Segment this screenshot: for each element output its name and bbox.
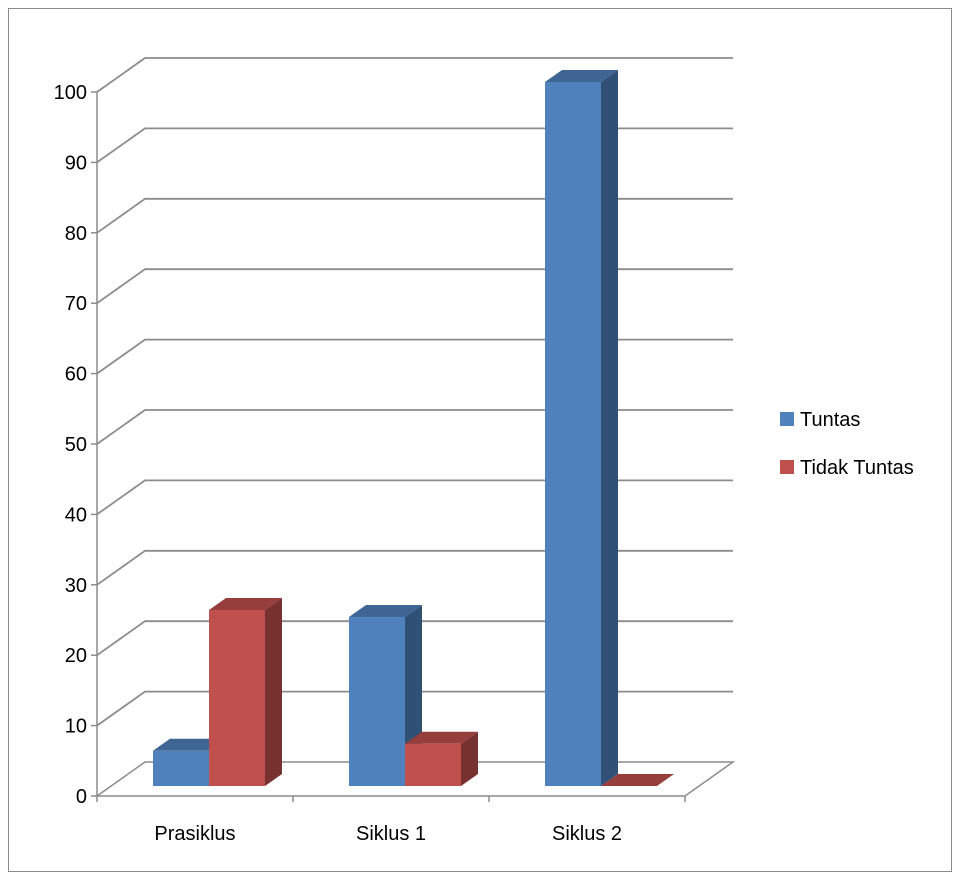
y-tick-label: 40 bbox=[65, 504, 87, 526]
gridline bbox=[96, 338, 733, 375]
bar-top-face bbox=[349, 605, 422, 618]
y-tick-label: 80 bbox=[65, 223, 87, 245]
legend-item: Tidak Tuntas bbox=[780, 457, 914, 479]
bar bbox=[209, 598, 282, 786]
gridlines bbox=[96, 57, 733, 727]
bar-top-face bbox=[601, 774, 674, 786]
axes bbox=[91, 91, 686, 802]
bar-front-face bbox=[349, 617, 405, 786]
y-tick-label: 20 bbox=[65, 645, 87, 667]
gridline bbox=[96, 57, 733, 93]
gridline bbox=[96, 690, 733, 727]
gridline bbox=[96, 409, 733, 445]
y-tick-label: 70 bbox=[65, 293, 87, 315]
y-tick-label: 90 bbox=[65, 152, 87, 174]
y-tick-label: 10 bbox=[65, 716, 87, 738]
legend-item: Tuntas bbox=[780, 409, 860, 431]
gridline bbox=[96, 620, 733, 656]
bar-side-face bbox=[461, 731, 478, 786]
x-tick-label: Siklus 1 bbox=[356, 823, 426, 845]
y-tick-label: 0 bbox=[76, 786, 87, 808]
bar-side-face bbox=[601, 70, 618, 786]
y-tick-label: 100 bbox=[54, 82, 87, 104]
bar-top-face bbox=[209, 598, 282, 610]
y-tick-labels: 0 10 20 30 40 50 60 70 80 90 100 bbox=[54, 82, 87, 808]
x-tick-label: Siklus 2 bbox=[552, 823, 622, 845]
bar-front-face bbox=[545, 82, 601, 786]
x-tick-labels: Prasiklus Siklus 1 Siklus 2 bbox=[154, 823, 622, 845]
gridline bbox=[96, 549, 733, 586]
bar-top-face bbox=[545, 70, 618, 82]
gridline bbox=[96, 479, 733, 516]
legend-label: Tuntas bbox=[800, 409, 860, 431]
y-tick-label: 60 bbox=[65, 364, 87, 386]
x-tick-label: Prasiklus bbox=[154, 823, 235, 845]
bar-top-face bbox=[405, 731, 478, 744]
bar-top-face bbox=[153, 738, 226, 751]
bar-front-face bbox=[209, 610, 265, 786]
gridline bbox=[96, 127, 733, 164]
bar bbox=[405, 731, 478, 786]
chart-frame bbox=[8, 8, 952, 872]
bars bbox=[153, 70, 674, 786]
bar bbox=[545, 70, 618, 786]
bar-front-face bbox=[153, 750, 209, 786]
gridline bbox=[96, 268, 733, 304]
bar bbox=[601, 774, 674, 786]
legend: Tuntas Tidak Tuntas bbox=[780, 409, 914, 479]
y-tick-label: 50 bbox=[65, 434, 87, 456]
legend-label: Tidak Tuntas bbox=[800, 457, 914, 479]
bar-front-face bbox=[405, 743, 461, 786]
bar-side-face bbox=[265, 598, 282, 786]
y-tick-label: 30 bbox=[65, 575, 87, 597]
legend-swatch bbox=[780, 460, 794, 474]
legend-swatch bbox=[780, 412, 794, 426]
gridline bbox=[96, 197, 733, 234]
